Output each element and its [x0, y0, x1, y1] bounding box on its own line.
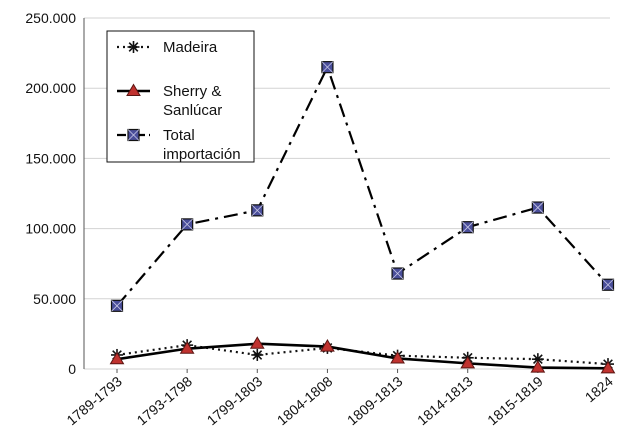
data-point [390, 350, 405, 364]
data-point [530, 360, 546, 373]
data-point [251, 348, 264, 361]
data-point [531, 201, 544, 214]
legend-entry-label: Sanlúcar [163, 102, 222, 119]
legend-swatch-marker [127, 41, 140, 53]
legend-entry-label: importación [163, 146, 241, 163]
data-point [461, 221, 474, 234]
y-tick-label: 150.000 [25, 150, 76, 166]
legend-swatch-marker [126, 83, 141, 97]
y-axis-ticks: 0 50.000 100.000 150.000 200.000 250.000 [25, 10, 76, 377]
data-point [460, 355, 476, 369]
y-tick-label: 0 [68, 361, 76, 377]
data-point [601, 278, 615, 291]
data-point [320, 339, 335, 352]
data-point [321, 61, 334, 74]
series-line-2 [116, 66, 609, 307]
y-tick-label: 100.000 [25, 221, 76, 237]
legend-entry-label: Sherry & [163, 83, 221, 100]
y-tick-label: 50.000 [33, 291, 76, 307]
y-tick-label: 200.000 [25, 80, 76, 96]
series-group [109, 61, 616, 374]
series-line-1 [116, 342, 609, 370]
data-point [109, 351, 125, 365]
legend: Madeira Sherry & Sanlúcar Total importación [106, 30, 255, 163]
data-point [249, 336, 265, 349]
data-point [600, 360, 616, 374]
data-point [181, 218, 194, 231]
data-point [251, 204, 264, 217]
legend-entry-label: Total [163, 127, 195, 144]
data-point [179, 341, 195, 354]
legend-entry-label: Madeira [163, 39, 218, 56]
data-point [391, 267, 404, 280]
legend-swatch-marker [127, 128, 140, 142]
y-tick-label: 250.000 [25, 10, 76, 26]
data-point [110, 299, 124, 312]
